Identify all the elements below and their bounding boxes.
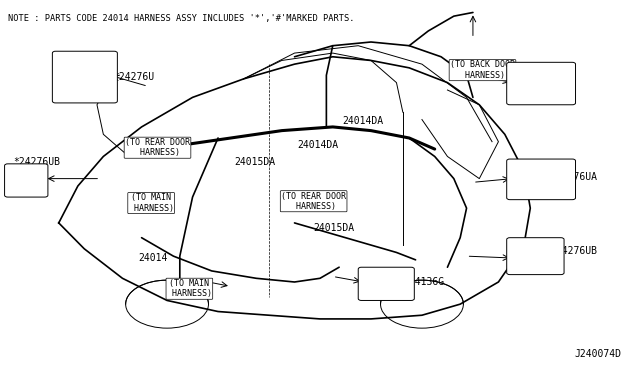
Text: 24014DA: 24014DA <box>342 116 383 126</box>
Text: (TO MAIN
 HARNESS): (TO MAIN HARNESS) <box>167 279 212 298</box>
Text: *24136G: *24136G <box>403 277 444 287</box>
Text: J240074D: J240074D <box>575 349 622 359</box>
Text: 24014: 24014 <box>138 253 168 263</box>
Text: (TO REAR DOOR
 HARNESS): (TO REAR DOOR HARNESS) <box>125 138 190 157</box>
Text: *24276UB: *24276UB <box>13 157 60 167</box>
Text: 24271C: 24271C <box>540 70 575 80</box>
Text: 24015DA: 24015DA <box>234 157 275 167</box>
Text: (TO REAR DOOR
 HARNESS): (TO REAR DOOR HARNESS) <box>281 192 346 211</box>
FancyBboxPatch shape <box>507 62 575 105</box>
Text: *24276UB: *24276UB <box>550 246 598 256</box>
FancyBboxPatch shape <box>507 238 564 275</box>
Text: *24276U: *24276U <box>113 72 154 82</box>
FancyBboxPatch shape <box>4 164 48 197</box>
Text: (TO MAIN
 HARNESS): (TO MAIN HARNESS) <box>129 193 173 213</box>
Text: 24015DA: 24015DA <box>314 224 355 234</box>
FancyBboxPatch shape <box>358 267 414 301</box>
Text: 24014DA: 24014DA <box>298 140 339 150</box>
Text: (TO BACK DOOR
 HARNESS): (TO BACK DOOR HARNESS) <box>450 61 515 80</box>
Text: NOTE : PARTS CODE 24014 HARNESS ASSY INCLUDES '*','#'MARKED PARTS.: NOTE : PARTS CODE 24014 HARNESS ASSY INC… <box>8 14 355 23</box>
Text: *24276UA: *24276UA <box>550 172 598 182</box>
FancyBboxPatch shape <box>52 51 117 103</box>
FancyBboxPatch shape <box>507 159 575 200</box>
